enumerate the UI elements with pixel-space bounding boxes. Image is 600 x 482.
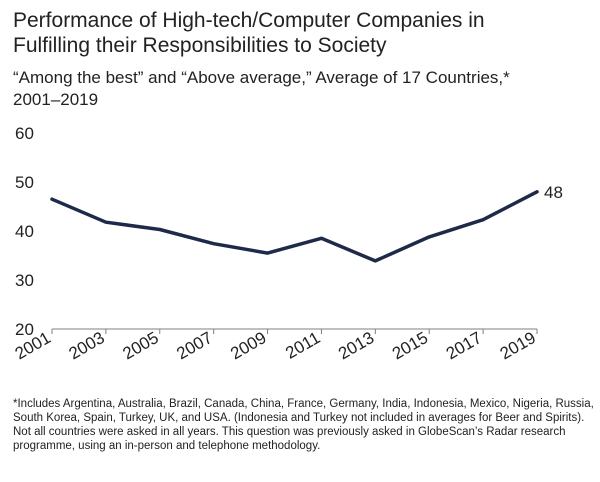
data-point — [212, 242, 216, 246]
x-tick-label: 2003 — [66, 328, 108, 363]
chart-title-line-2: Fulfilling their Responsibilities to Soc… — [13, 34, 387, 57]
x-tick-label: 2011 — [282, 328, 323, 363]
chart-subtitle-line-1: “Among the best” and “Above average,” Av… — [13, 68, 510, 87]
chart-title: Performance of High-tech/Computer Compan… — [13, 8, 593, 58]
end-value-label: 48 — [544, 183, 563, 202]
data-point — [266, 251, 270, 255]
x-tick-label: 2007 — [173, 328, 215, 363]
x-axis: 2001 2003 2005 2007 2009 2011 2013 2015 2017 2019 — [12, 328, 539, 363]
data-point — [50, 197, 54, 201]
footnote-countries: *Includes Argentina, Australia, Brazil, … — [13, 398, 594, 424]
chart-subtitle: “Among the best” and “Above average,” Av… — [13, 67, 593, 111]
chart-title-line-1: Performance of High-tech/Computer Compan… — [13, 9, 485, 32]
y-tick-label: 50 — [15, 173, 34, 192]
y-axis: 20 30 40 50 60 — [15, 124, 34, 339]
x-tick-label: 2019 — [497, 328, 539, 363]
data-point — [104, 220, 108, 224]
x-tick-label: 2005 — [120, 328, 162, 363]
x-tick-label: 2017 — [443, 328, 485, 363]
series-layer: 48 — [50, 183, 563, 263]
data-point — [535, 190, 539, 194]
data-point — [427, 235, 431, 239]
y-tick-label: 60 — [15, 124, 34, 143]
data-point — [158, 228, 162, 232]
y-tick-label: 20 — [15, 320, 34, 339]
y-tick-label: 30 — [15, 271, 34, 290]
x-tick-label: 2009 — [227, 328, 269, 363]
x-tick-label: 2015 — [389, 328, 431, 363]
footnotes: *Includes Argentina, Australia, Brazil, … — [13, 397, 595, 453]
chart-subtitle-line-2: 2001–2019 — [13, 90, 99, 109]
x-tick-label: 2013 — [335, 328, 377, 363]
data-point — [481, 218, 485, 222]
y-tick-label: 40 — [15, 222, 34, 241]
data-point — [373, 259, 377, 263]
footnote-methodology: Not all countries were asked in all year… — [13, 426, 566, 452]
series-line — [50, 190, 539, 263]
data-point — [319, 236, 323, 240]
